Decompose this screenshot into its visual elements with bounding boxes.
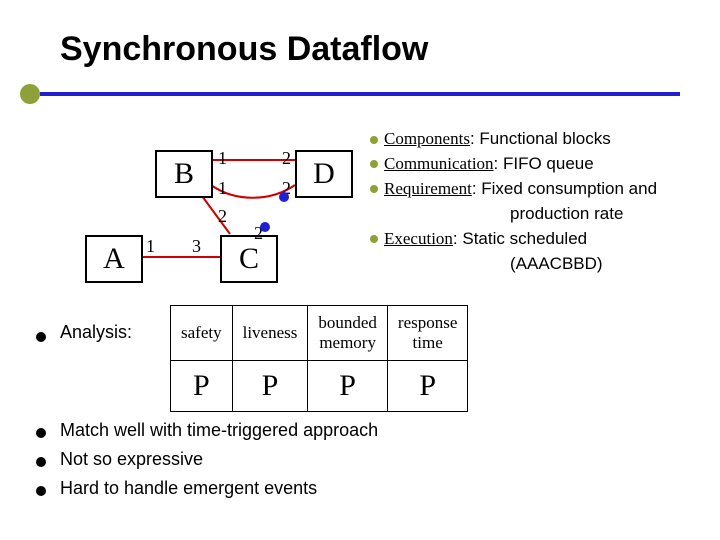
edge-label: 1 (218, 178, 227, 199)
analysis-col-header: safety (171, 306, 233, 361)
right-bullet-text: : FIFO queue (494, 154, 594, 173)
bullet-dot-icon (36, 486, 46, 496)
bottom-bullet: Not so expressive (60, 449, 378, 470)
right-bullet-keyword: Components (384, 129, 470, 148)
right-bullet-text: : Functional blocks (470, 129, 611, 148)
analysis-col-header: responsetime (387, 306, 467, 361)
right-bullet-text: : Fixed consumption and (472, 179, 657, 198)
dataflow-diagram: ABCD12122213 (70, 130, 370, 300)
bullet-dot-icon (370, 136, 378, 144)
bullet-dot-icon (370, 235, 378, 243)
right-bullet-keyword: Requirement (384, 179, 472, 198)
node-D: D (295, 150, 353, 198)
right-bullets: Components: Functional blocksCommunicati… (370, 128, 700, 278)
token-dot (279, 192, 289, 202)
title-rule-dot (20, 84, 40, 104)
bullet-dot-icon (36, 457, 46, 467)
bottom-bullet: Match well with time-triggered approach (60, 420, 378, 441)
bottom-bullet: Hard to handle emergent events (60, 478, 378, 499)
bullet-dot-icon (370, 185, 378, 193)
edge-label: 2 (282, 148, 291, 169)
right-bullet-keyword: Communication (384, 154, 494, 173)
right-bullet-line: Communication: FIFO queue (370, 153, 700, 176)
bullet-dot-icon (370, 160, 378, 168)
bottom-bullet-text: Not so expressive (60, 449, 203, 469)
right-bullet-text: : Static scheduled (453, 229, 587, 248)
bottom-bullets: Match well with time-triggered approach N… (60, 420, 378, 507)
analysis-table: safetylivenessboundedmemoryresponsetime … (170, 305, 468, 412)
analysis-label: Analysis: (60, 322, 132, 343)
right-bullet-keyword: Execution (384, 229, 453, 248)
right-bullet-text: (AAACBBD) (510, 254, 603, 273)
node-B: B (155, 150, 213, 198)
right-bullet-line: production rate (370, 203, 700, 226)
token-dot (260, 222, 270, 232)
right-bullet-line: Components: Functional blocks (370, 128, 700, 151)
right-bullet-text: production rate (510, 204, 623, 223)
edge-label: 1 (218, 148, 227, 169)
analysis-tick: P (232, 361, 308, 412)
edge-label: 1 (146, 236, 155, 257)
node-A: A (85, 235, 143, 283)
analysis-col-header: liveness (232, 306, 308, 361)
edge-label: 3 (192, 236, 201, 257)
edge-label: 2 (218, 206, 227, 227)
right-bullet-line: Execution: Static scheduled (370, 228, 700, 251)
analysis-tick: P (308, 361, 388, 412)
slide-title: Synchronous Dataflow (60, 30, 428, 69)
right-bullet-line: Requirement: Fixed consumption and (370, 178, 700, 201)
bottom-bullet-text: Hard to handle emergent events (60, 478, 317, 498)
analysis-col-header: boundedmemory (308, 306, 388, 361)
analysis-tick: P (387, 361, 467, 412)
node-C: C (220, 235, 278, 283)
bullet-dot (36, 332, 46, 342)
bullet-dot-icon (36, 428, 46, 438)
analysis-tick: P (171, 361, 233, 412)
bottom-bullet-text: Match well with time-triggered approach (60, 420, 378, 440)
title-rule (40, 92, 680, 96)
right-bullet-line: (AAACBBD) (370, 253, 700, 276)
